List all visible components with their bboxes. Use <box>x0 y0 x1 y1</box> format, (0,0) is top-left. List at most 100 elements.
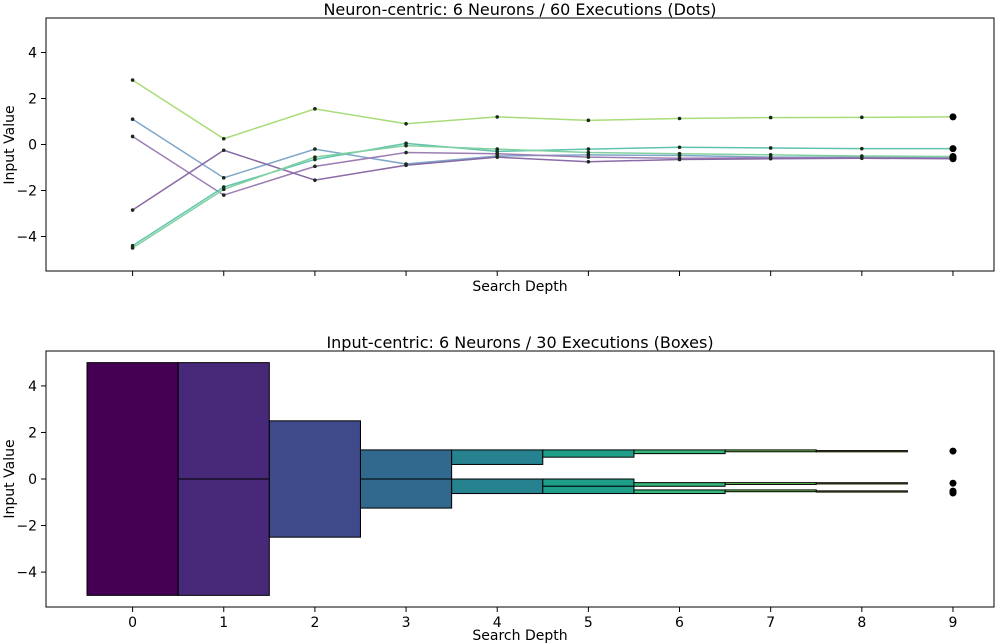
top-y-tick-label: −2 <box>16 184 37 200</box>
bottom-x-tick-label: 7 <box>766 615 775 631</box>
top-data-point <box>586 118 591 123</box>
depth-7-box <box>724 449 817 453</box>
top-y-tick-label: 2 <box>28 92 37 108</box>
depth-5-box <box>542 485 635 495</box>
top-data-point <box>130 208 135 212</box>
top-data-point <box>860 115 864 120</box>
top-data-point <box>221 193 226 197</box>
top-data-point <box>860 146 864 151</box>
top-data-point <box>130 246 135 250</box>
top-data-point <box>677 151 682 156</box>
bottom-y-axis-label: Input Value <box>2 439 18 518</box>
top-series-line-neuron-3 <box>132 135 953 196</box>
depth-3-box <box>359 449 453 480</box>
depth-6-box <box>633 449 726 455</box>
top-final-point <box>949 113 957 121</box>
top-data-point <box>586 147 591 151</box>
depth-7-box <box>724 489 817 493</box>
depth-6-box <box>633 482 726 487</box>
depth-8-box <box>815 490 908 493</box>
top-panel: Neuron-centric: 6 Neurons / 60 Execution… <box>2 0 995 295</box>
bottom-y-tick-label: 4 <box>28 379 37 395</box>
depth-8-box <box>815 450 908 453</box>
top-data-point <box>495 115 500 119</box>
top-y-tick-label: 0 <box>28 138 37 154</box>
bottom-y-tick-label: 0 <box>28 472 37 488</box>
bottom-x-axis-label: Search Depth <box>472 628 567 644</box>
top-data-point <box>221 176 226 180</box>
top-data-point <box>313 147 317 151</box>
top-data-point <box>677 145 682 150</box>
top-plot-area: 4 2 0 −2 −4 <box>16 46 957 276</box>
depth-2-box <box>268 420 361 538</box>
top-data-point <box>586 150 591 155</box>
top-data-point <box>404 163 408 167</box>
top-data-point <box>768 115 773 120</box>
top-series-line-neuron-6 <box>132 144 953 249</box>
bottom-panel: Input-centric: 6 Neurons / 30 Executions… <box>2 333 995 644</box>
top-data-point <box>313 178 317 182</box>
bottom-chart-title: Input-centric: 6 Neurons / 30 Executions… <box>326 333 713 352</box>
top-data-point <box>677 116 682 121</box>
top-y-tick-label: 4 <box>28 46 37 62</box>
top-x-axis-label: Search Depth <box>472 279 567 295</box>
bottom-final-point <box>949 479 957 487</box>
depth-1-box <box>177 362 270 480</box>
bottom-x-tick-label: 4 <box>493 615 502 631</box>
top-data-point <box>495 147 500 151</box>
depth-4-box <box>451 478 544 495</box>
top-data-point <box>768 153 773 157</box>
top-data-point <box>404 150 408 155</box>
top-series-line-neuron-1 <box>132 79 953 140</box>
top-data-point <box>677 157 682 162</box>
top-data-point <box>130 117 135 121</box>
bottom-x-tick-label: 3 <box>402 615 411 631</box>
depth-6-box <box>633 489 726 495</box>
top-data-point <box>130 134 135 139</box>
top-y-tick-label: −4 <box>16 230 37 246</box>
top-data-point <box>130 78 135 82</box>
depth-5-box <box>542 449 635 458</box>
top-data-point <box>221 148 226 153</box>
bottom-y-tick-label: −2 <box>16 519 37 535</box>
bottom-plot-area: 4 2 0 −2 −4 0 1 2 3 4 5 6 7 8 9 <box>16 362 958 631</box>
depth-0-box <box>86 362 179 596</box>
depth-4-box <box>451 449 544 465</box>
bottom-x-tick-label: 1 <box>219 615 228 631</box>
top-data-point <box>860 154 864 158</box>
bottom-x-tick-label: 9 <box>949 615 958 631</box>
top-series-line-neuron-4 <box>132 149 953 211</box>
top-data-point <box>221 136 226 141</box>
top-data-point <box>768 156 773 161</box>
bottom-final-point <box>949 447 957 455</box>
top-data-point <box>768 146 773 150</box>
bottom-y-tick-label: −4 <box>16 565 37 581</box>
depth-5-box <box>542 478 635 487</box>
top-data-point <box>495 155 500 159</box>
top-data-point <box>221 187 226 192</box>
top-data-point <box>313 155 317 159</box>
top-data-point <box>404 122 408 126</box>
top-axes-frame <box>45 17 995 272</box>
depth-1-box <box>177 478 270 596</box>
depth-8-box <box>815 482 908 485</box>
depth-3-box <box>359 478 453 509</box>
depth-7-box <box>724 482 817 485</box>
top-data-point <box>586 159 591 164</box>
top-final-point <box>949 145 957 153</box>
bottom-x-tick-label: 0 <box>128 615 137 631</box>
top-data-point <box>404 143 408 148</box>
top-data-point <box>313 107 317 111</box>
top-y-axis-label: Input Value <box>2 105 18 184</box>
top-data-point <box>313 164 317 169</box>
bottom-x-tick-label: 8 <box>857 615 866 631</box>
top-chart-title: Neuron-centric: 6 Neurons / 60 Execution… <box>323 0 716 19</box>
bottom-x-tick-label: 5 <box>584 615 593 631</box>
top-final-point <box>949 155 957 163</box>
bottom-final-point <box>949 489 957 497</box>
bottom-x-tick-label: 2 <box>310 615 319 631</box>
top-data-point <box>586 155 591 159</box>
bottom-y-tick-label: 2 <box>28 425 37 441</box>
bottom-axes-frame <box>45 350 995 608</box>
